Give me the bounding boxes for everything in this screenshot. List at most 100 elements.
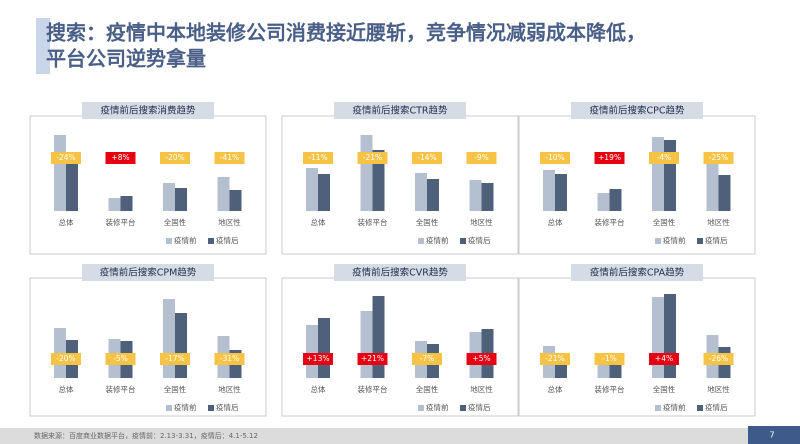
bar <box>415 173 427 211</box>
change-label-box <box>649 353 679 365</box>
x-tick-label: 地区性 <box>707 384 730 394</box>
change-label-box <box>594 152 625 164</box>
bar <box>652 297 664 378</box>
legend-label: 疫情前 <box>663 235 686 245</box>
legend-label: 疫情后 <box>468 235 491 245</box>
panel-title: 疫情前后搜索CVR趋势 <box>352 267 448 279</box>
legend-swatch <box>655 238 661 244</box>
change-label: -11% <box>308 153 327 162</box>
change-label-box <box>412 353 442 365</box>
bar <box>706 158 719 211</box>
bar <box>481 183 494 211</box>
change-label-box <box>540 152 570 164</box>
change-label: +8% <box>111 153 129 162</box>
x-tick-label: 地区性 <box>218 384 241 394</box>
change-label-box <box>160 152 190 164</box>
change-label: +13% <box>307 354 330 363</box>
change-label-box <box>540 353 570 365</box>
change-label-box <box>303 353 333 365</box>
change-label-box <box>412 152 442 164</box>
change-label: -31% <box>220 354 239 363</box>
bar <box>372 296 385 378</box>
change-label-box <box>105 353 136 365</box>
panel-title: 疫情前后搜索CPC趋势 <box>590 105 685 117</box>
legend-swatch <box>460 405 466 411</box>
bar <box>163 299 175 378</box>
change-label: +4% <box>655 354 673 363</box>
x-tick-label: 总体 <box>548 384 563 394</box>
bar <box>360 311 373 378</box>
bar <box>318 174 330 211</box>
bar <box>229 190 242 211</box>
x-tick-label: 全国性 <box>653 217 676 227</box>
change-label: -1% <box>602 354 617 363</box>
bar <box>543 170 555 211</box>
legend-label: 疫情前 <box>426 402 449 412</box>
change-label: +19% <box>598 153 621 162</box>
legend-swatch <box>460 238 466 244</box>
panel-title-box <box>571 264 703 281</box>
change-label-box <box>466 353 497 365</box>
bar <box>664 140 676 211</box>
bar <box>664 294 676 378</box>
panel-title: 疫情前后搜索CTR趋势 <box>352 105 448 117</box>
bar <box>54 135 66 211</box>
change-label: -26% <box>709 354 728 363</box>
change-label-box <box>105 152 136 164</box>
change-label: -21% <box>363 153 382 162</box>
legend-swatch <box>208 238 214 244</box>
change-label: +21% <box>361 354 384 363</box>
change-label-box <box>357 353 388 365</box>
change-label: -14% <box>417 153 436 162</box>
bar <box>306 325 318 378</box>
change-label-box <box>703 152 734 164</box>
legend-swatch <box>166 405 172 411</box>
bar <box>718 175 731 211</box>
bar <box>120 196 133 211</box>
change-label: -4% <box>657 153 672 162</box>
legend-label: 疫情后 <box>705 402 728 412</box>
legend-swatch <box>697 238 703 244</box>
x-tick-label: 地区性 <box>218 217 241 227</box>
change-label: -10% <box>545 153 564 162</box>
panel-title-box <box>82 264 214 281</box>
change-label: +5% <box>472 354 490 363</box>
bar <box>597 364 610 378</box>
legend-swatch <box>697 405 703 411</box>
change-label: -17% <box>165 354 184 363</box>
change-label-box <box>357 152 388 164</box>
panel-title: 疫情前后搜索CPA趋势 <box>590 267 685 279</box>
x-tick-label: 总体 <box>311 384 326 394</box>
x-tick-label: 全国性 <box>653 384 676 394</box>
change-label: -7% <box>420 354 435 363</box>
legend-label: 疫情前 <box>426 235 449 245</box>
panel-title-box <box>82 102 214 119</box>
change-label-box <box>51 152 81 164</box>
bar <box>108 198 121 211</box>
x-tick-label: 装修平台 <box>106 384 136 394</box>
bar <box>597 193 610 211</box>
bar <box>217 177 230 211</box>
change-label: -5% <box>113 354 128 363</box>
legend-label: 疫情前 <box>174 235 197 245</box>
bar <box>469 180 482 211</box>
x-tick-label: 总体 <box>59 217 74 227</box>
change-label: -20% <box>165 153 184 162</box>
bar <box>318 318 330 378</box>
x-tick-label: 全国性 <box>164 384 187 394</box>
x-tick-label: 地区性 <box>707 217 730 227</box>
page-box <box>748 426 800 444</box>
panel-title-box <box>571 102 703 119</box>
bar <box>306 168 318 211</box>
bar <box>66 153 78 211</box>
panel-title: 疫情前后搜索CPM趋势 <box>100 267 197 279</box>
legend-swatch <box>208 405 214 411</box>
legend-label: 疫情后 <box>216 402 239 412</box>
x-tick-label: 装修平台 <box>358 217 388 227</box>
x-tick-label: 总体 <box>311 217 326 227</box>
x-tick-label: 总体 <box>548 217 563 227</box>
bar <box>175 313 187 378</box>
x-tick-label: 总体 <box>59 384 74 394</box>
x-tick-label: 全国性 <box>416 384 439 394</box>
change-label: -21% <box>545 354 564 363</box>
